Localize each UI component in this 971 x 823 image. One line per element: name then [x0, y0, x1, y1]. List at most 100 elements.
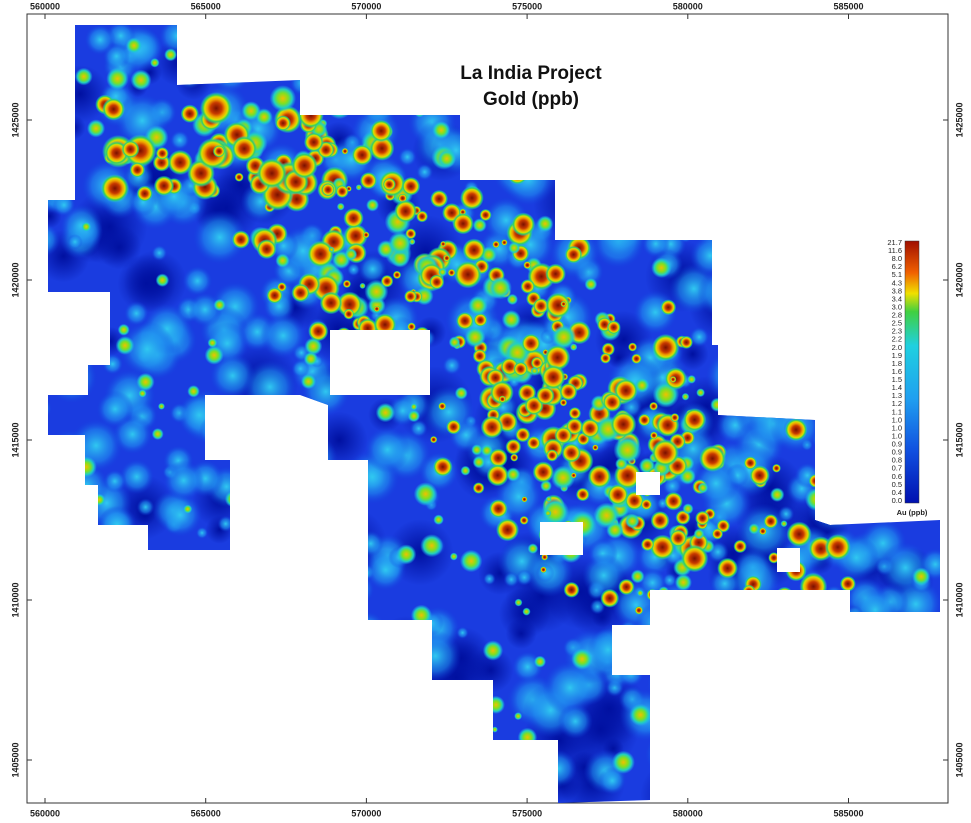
legend-label: 0.0 [892, 496, 902, 505]
legend-label: 1.0 [892, 415, 902, 424]
high-anomaly [593, 502, 620, 529]
moderate-zone [398, 70, 424, 96]
moderate-zone [663, 597, 680, 614]
low-zone [226, 712, 274, 760]
anomaly [906, 759, 920, 773]
high-anomaly [454, 260, 482, 289]
moderate-zone [550, 126, 564, 140]
anomaly [611, 750, 635, 774]
high-anomaly [808, 473, 823, 488]
high-anomaly [786, 521, 812, 547]
low-zone [841, 682, 873, 714]
moderate-zone [772, 606, 826, 661]
frame [26, 13, 949, 804]
low-zone [162, 584, 229, 650]
anomaly [150, 58, 160, 68]
moderate-zone [705, 349, 760, 403]
x-tick-label-top: 560000 [30, 1, 60, 11]
moderate-zone [107, 743, 147, 783]
high-anomaly [769, 487, 785, 502]
moderate-zone [924, 95, 940, 115]
high-anomaly [733, 539, 747, 554]
low-zone [203, 570, 256, 623]
high-anomaly [669, 376, 677, 383]
moderate-zone [96, 540, 127, 571]
high-anomaly [407, 322, 416, 332]
high-anomaly [382, 177, 396, 192]
high-anomaly [442, 254, 451, 262]
moderate-zone [316, 42, 332, 58]
anomaly [155, 273, 170, 287]
data-gaps [330, 330, 800, 675]
moderate-zone [753, 649, 782, 679]
high-anomaly [102, 97, 125, 121]
high-anomaly [682, 408, 707, 432]
moderate-zone [580, 164, 618, 202]
high-anomaly [541, 364, 566, 390]
low-zone [141, 715, 222, 795]
moderate-zone [516, 569, 533, 586]
high-anomaly [693, 528, 705, 540]
high-anomaly [530, 356, 544, 370]
high-anomaly [492, 240, 500, 249]
moderate-zone [794, 462, 820, 489]
moderate-zone [461, 691, 484, 713]
legend-label: 0.9 [892, 448, 902, 457]
high-anomaly [480, 415, 504, 439]
moderate-zone [912, 168, 936, 192]
moderate-zone [48, 351, 98, 404]
moderate-zone [755, 387, 771, 404]
high-anomaly [488, 276, 512, 300]
anomaly [125, 37, 143, 54]
high-anomaly [255, 108, 273, 126]
moderate-zone [712, 60, 752, 99]
anomaly [388, 69, 397, 78]
moderate-zone [370, 648, 413, 691]
low-zone [481, 128, 526, 173]
low-zone [376, 615, 436, 676]
moderate-zone [48, 396, 52, 420]
moderate-zone [257, 401, 279, 424]
legend-label: 2.8 [892, 311, 902, 320]
low-zone [795, 660, 875, 741]
moderate-zone [787, 236, 836, 285]
anomaly [714, 313, 724, 322]
anomaly [837, 517, 844, 525]
high-anomaly [521, 333, 541, 354]
moderate-zone [788, 131, 814, 157]
high-anomaly [438, 402, 447, 411]
anomaly [514, 598, 523, 607]
moderate-zone [134, 582, 162, 610]
moderate-zone [320, 659, 349, 688]
moderate-zone [834, 435, 884, 485]
low-zone [693, 615, 744, 665]
moderate-zone [719, 747, 746, 774]
high-anomaly [335, 184, 349, 199]
legend-label: 1.8 [892, 359, 902, 368]
anomaly [642, 174, 666, 198]
high-anomaly [658, 586, 670, 598]
anomaly [101, 566, 110, 574]
high-anomaly [341, 147, 349, 155]
high-anomaly [532, 297, 550, 315]
anomaly [651, 257, 672, 279]
moderate-zone [168, 749, 220, 801]
anomaly [460, 465, 471, 476]
high-anomaly [808, 631, 818, 640]
low-zone [60, 607, 100, 647]
moderate-zone [834, 590, 847, 603]
moderate-zone [582, 553, 626, 598]
moderate-zone [354, 716, 395, 757]
moderate-zone [251, 733, 290, 772]
moderate-zone [198, 414, 233, 449]
low-zone [125, 732, 154, 760]
low-zone [882, 762, 906, 786]
low-zone [802, 646, 836, 679]
moderate-zone [212, 36, 232, 56]
moderate-zone [647, 663, 689, 705]
moderate-zone [58, 491, 82, 515]
moderate-zone [673, 126, 729, 182]
high-anomaly [336, 81, 364, 110]
moderate-zone [793, 328, 822, 357]
moderate-zone [713, 287, 750, 323]
